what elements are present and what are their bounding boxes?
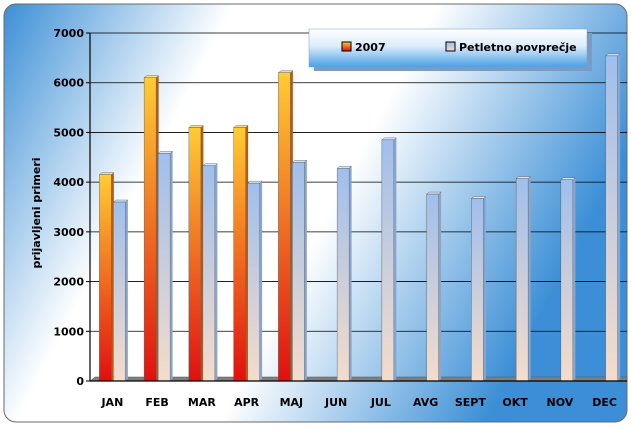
x-tick-label: MAR [188, 396, 216, 409]
bar-apr-series-1 [233, 125, 249, 382]
bar-feb-series-1 [143, 75, 160, 382]
bar-okt-series-2 [515, 176, 532, 382]
legend-label-average: Petletno povprečje [459, 41, 577, 54]
x-tick-label: JUL [370, 396, 391, 409]
bars [98, 53, 621, 382]
bar-mar-series-2 [202, 163, 218, 382]
x-tick-label: APR [234, 396, 260, 409]
bar-dec-series-2 [605, 53, 621, 382]
x-tick-label: MAJ [280, 396, 304, 409]
x-tick-label: JUN [324, 396, 347, 409]
x-tick-label: DEC [592, 396, 617, 409]
bar-avg-series-2 [426, 191, 442, 382]
bar-jul-series-2 [381, 137, 397, 382]
y-tick-label: 0 [76, 375, 84, 388]
bar-mar-series-1 [188, 125, 204, 382]
y-tick-label: 1000 [53, 325, 84, 338]
x-tick-label: JAN [100, 396, 123, 409]
y-tick-label: 7000 [53, 27, 84, 40]
y-tick-label: 4000 [53, 176, 84, 189]
bar-jan-series-1 [98, 172, 115, 382]
legend: 2007 Petletno povprečje [308, 28, 592, 71]
y-tick-label: 5000 [53, 126, 84, 139]
bar-feb-series-2 [157, 151, 174, 382]
legend-swatch-average [445, 41, 456, 52]
x-tick-label: SEPT [455, 396, 486, 409]
y-tick-label: 6000 [53, 77, 84, 90]
bar-sept-series-2 [470, 196, 487, 382]
x-tick-label: FEB [145, 396, 168, 409]
y-axis-title: prijavljeni primeri [30, 157, 43, 268]
legend-swatch-2007 [341, 41, 352, 52]
x-tick-label: OKT [502, 396, 528, 409]
bar-jan-series-2 [112, 199, 129, 382]
bar-jun-series-2 [336, 166, 353, 382]
axes: 0 1000 2000 3000 4000 5000 6000 7000 JAN FEB MAR AP… [53, 27, 627, 409]
y-tick-label: 2000 [53, 276, 84, 289]
legend-label-2007: 2007 [355, 41, 386, 54]
x-tick-label: AVG [413, 396, 438, 409]
bar-nov-series-2 [560, 177, 576, 382]
bar-apr-series-2 [247, 180, 263, 382]
y-tick-label: 3000 [53, 226, 84, 239]
bar-maj-series-2 [291, 160, 308, 382]
x-tick-label: NOV [546, 396, 573, 409]
bar-maj-series-1 [277, 70, 294, 382]
